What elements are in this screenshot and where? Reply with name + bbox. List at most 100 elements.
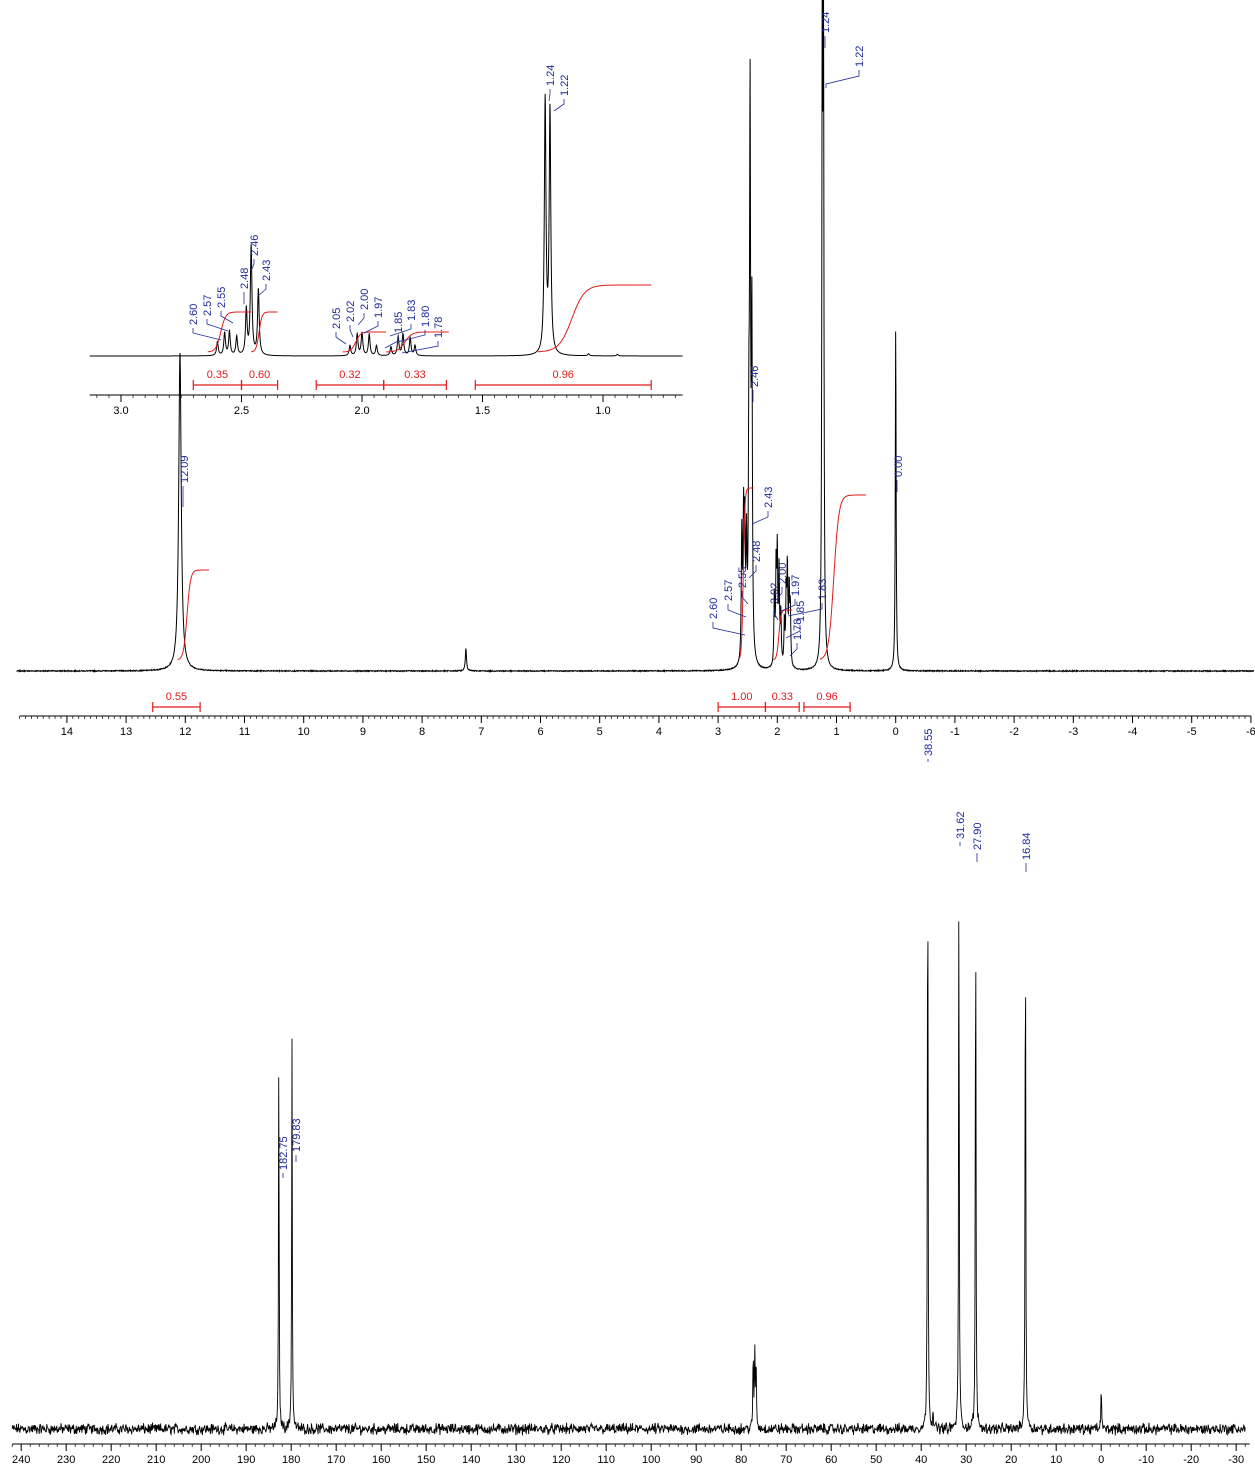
inset-peak-leader [349,325,354,338]
c13-xaxis-tick-label: 180 [282,1454,300,1466]
peak-label-2.57: 2.57 [723,580,735,601]
c13-xaxis-tick-label: 40 [915,1454,927,1466]
h1-xaxis-tick-label: 9 [360,726,366,738]
h1-nmr-spectrum: 12.09 0.002.461.241.222.602.572.552.482.4… [16,0,1255,738]
c13-peak-label-38.55: 38.55 [923,728,935,756]
c13-xaxis-tick-label: 60 [825,1454,837,1466]
inset-peak-leader [548,89,551,102]
c13-peak-label-16.84: 16.84 [1021,832,1033,860]
c13-xaxis-tick-label: 20 [1005,1454,1017,1466]
inset-peak-label-2.05: 2.05 [331,308,343,329]
inset-peak-leader [363,321,379,334]
c13-peak-label-27.90: 27.90 [972,822,984,850]
inset-peak-label-1.85: 1.85 [393,312,405,333]
c13-peak-label-31.62: 31.62 [955,811,967,839]
c13-xaxis-tick-label: 170 [327,1454,345,1466]
h1-xaxis-tick-label: 7 [478,726,484,738]
inset-peak-label-2.60: 2.60 [188,304,200,325]
c13-xaxis-tick-label: 240 [12,1454,30,1466]
c13-xaxis-tick-label: 140 [462,1454,480,1466]
peak-label-2.60: 2.60 [708,598,720,619]
h1-xaxis-tick-label: -6 [1246,726,1255,738]
integral-value-inset-3: 0.33 [404,369,425,381]
c13-xaxis-tick-label: 200 [192,1454,210,1466]
integral-value-inset-1: 0.60 [249,369,270,381]
inset-xaxis-tick-label: 3.0 [113,405,128,417]
peak-leader [775,587,783,601]
inset-peak-leader [389,324,412,337]
c13-xaxis-tick-label: 150 [417,1454,435,1466]
peak-label-2.48: 2.48 [751,541,763,562]
inset-peak-label-2.02: 2.02 [345,301,357,322]
inset-xaxis-tick-label: 2.5 [234,405,249,417]
inset-peak-leader [257,284,267,297]
peak-leader [785,625,801,639]
h1-xaxis-tick-label: -3 [1068,726,1078,738]
inset-peak-leader [335,332,347,345]
peak-label-1.85: 1.85 [795,601,807,622]
c13-xaxis-tick-label: 110 [597,1454,615,1466]
integral-curve-ch3 [819,494,867,660]
inset-peak-leader [206,319,229,332]
c13-xaxis-tick-label: 10 [1050,1454,1062,1466]
integral-value-main-3: 0.96 [816,691,837,703]
h1-xaxis-tick-label: 1 [833,726,839,738]
inset-peak-leader [357,313,365,326]
inset-integral-curve-1 [207,311,252,353]
inset-peak-label-1.83: 1.83 [406,300,418,321]
peak-leader [787,603,823,617]
peak-label-2.00: 2.00 [777,563,789,584]
h1-xaxis-tick-label: 2 [774,726,780,738]
inset-peak-leader [384,336,399,349]
integral-value-main-1: 1.00 [731,691,752,703]
inset-peak-leader [250,259,255,272]
peak-label-2.02: 2.02 [769,583,781,604]
c13-xaxis-tick-label: 120 [552,1454,570,1466]
inset-peak-leader [401,341,439,354]
c13-xaxis-tick-label: 230 [57,1454,75,1466]
h1-xaxis-tick-label: 13 [120,726,132,738]
peak-leader [748,565,757,579]
c13-xaxis-tick-label: 210 [147,1454,165,1466]
peak-leader [825,70,860,88]
h1-xaxis-tick-label: -2 [1009,726,1019,738]
c13-xaxis-tick-label: 100 [642,1454,660,1466]
inset-peak-leader [553,99,565,112]
c13-xaxis-tick-label: -30 [1228,1454,1244,1466]
h1-xaxis-tick-label: 12 [179,726,191,738]
c13-xaxis-tick-label: 90 [690,1454,702,1466]
inset-peak-label-2.00: 2.00 [359,289,371,310]
inset-xaxis-tick-label: 2.0 [354,405,369,417]
c13-xaxis-tick-label: 130 [507,1454,525,1466]
c13-xaxis-tick-label: 30 [960,1454,972,1466]
h1-xaxis-tick-label: 4 [656,726,662,738]
inset-peak-label-1.22: 1.22 [559,75,571,96]
peak-label-1.22: 1.22 [854,46,866,67]
inset-peak-label-2.46: 2.46 [249,235,261,256]
integral-value-main-2: 0.33 [772,691,793,703]
inset-integral-curve-5 [537,284,652,353]
peak-label-0.00: 0.00 [893,456,905,477]
h1-xaxis-tick-label: -1 [950,726,960,738]
inset-integral-curve-4 [386,331,449,353]
integral-curve-cooh [177,569,209,661]
peak-leader [741,591,749,605]
inset-peak-label-2.43: 2.43 [261,260,273,281]
h1-xaxis-tick-label: 3 [715,726,721,738]
h1-nmr-inset-spectrum: 2.60 2.57 2.55 2.48 2.462.43 2.05 2.022.00 1.97… [89,65,683,417]
h1-trace [16,0,1255,674]
c13-xaxis-tick-label: 80 [735,1454,747,1466]
inset-peak-leader [220,311,234,324]
peak-label-1.83: 1.83 [817,579,829,600]
inset-peak-label-1.97: 1.97 [373,297,385,318]
integral-value-inset-4: 0.96 [553,369,574,381]
c13-xaxis-tick-label: -20 [1183,1454,1199,1466]
inset-peak-label-2.55: 2.55 [216,287,228,308]
inset-peak-label-2.48: 2.48 [239,268,251,289]
peak-label-1.78: 1.78 [792,619,804,640]
peak-label-2.55: 2.55 [737,567,749,588]
h1-xaxis-tick-label: 10 [298,726,310,738]
peak-label-2.43: 2.43 [763,487,775,508]
c13-peak-label-182.75: 182.75 [278,1136,290,1170]
